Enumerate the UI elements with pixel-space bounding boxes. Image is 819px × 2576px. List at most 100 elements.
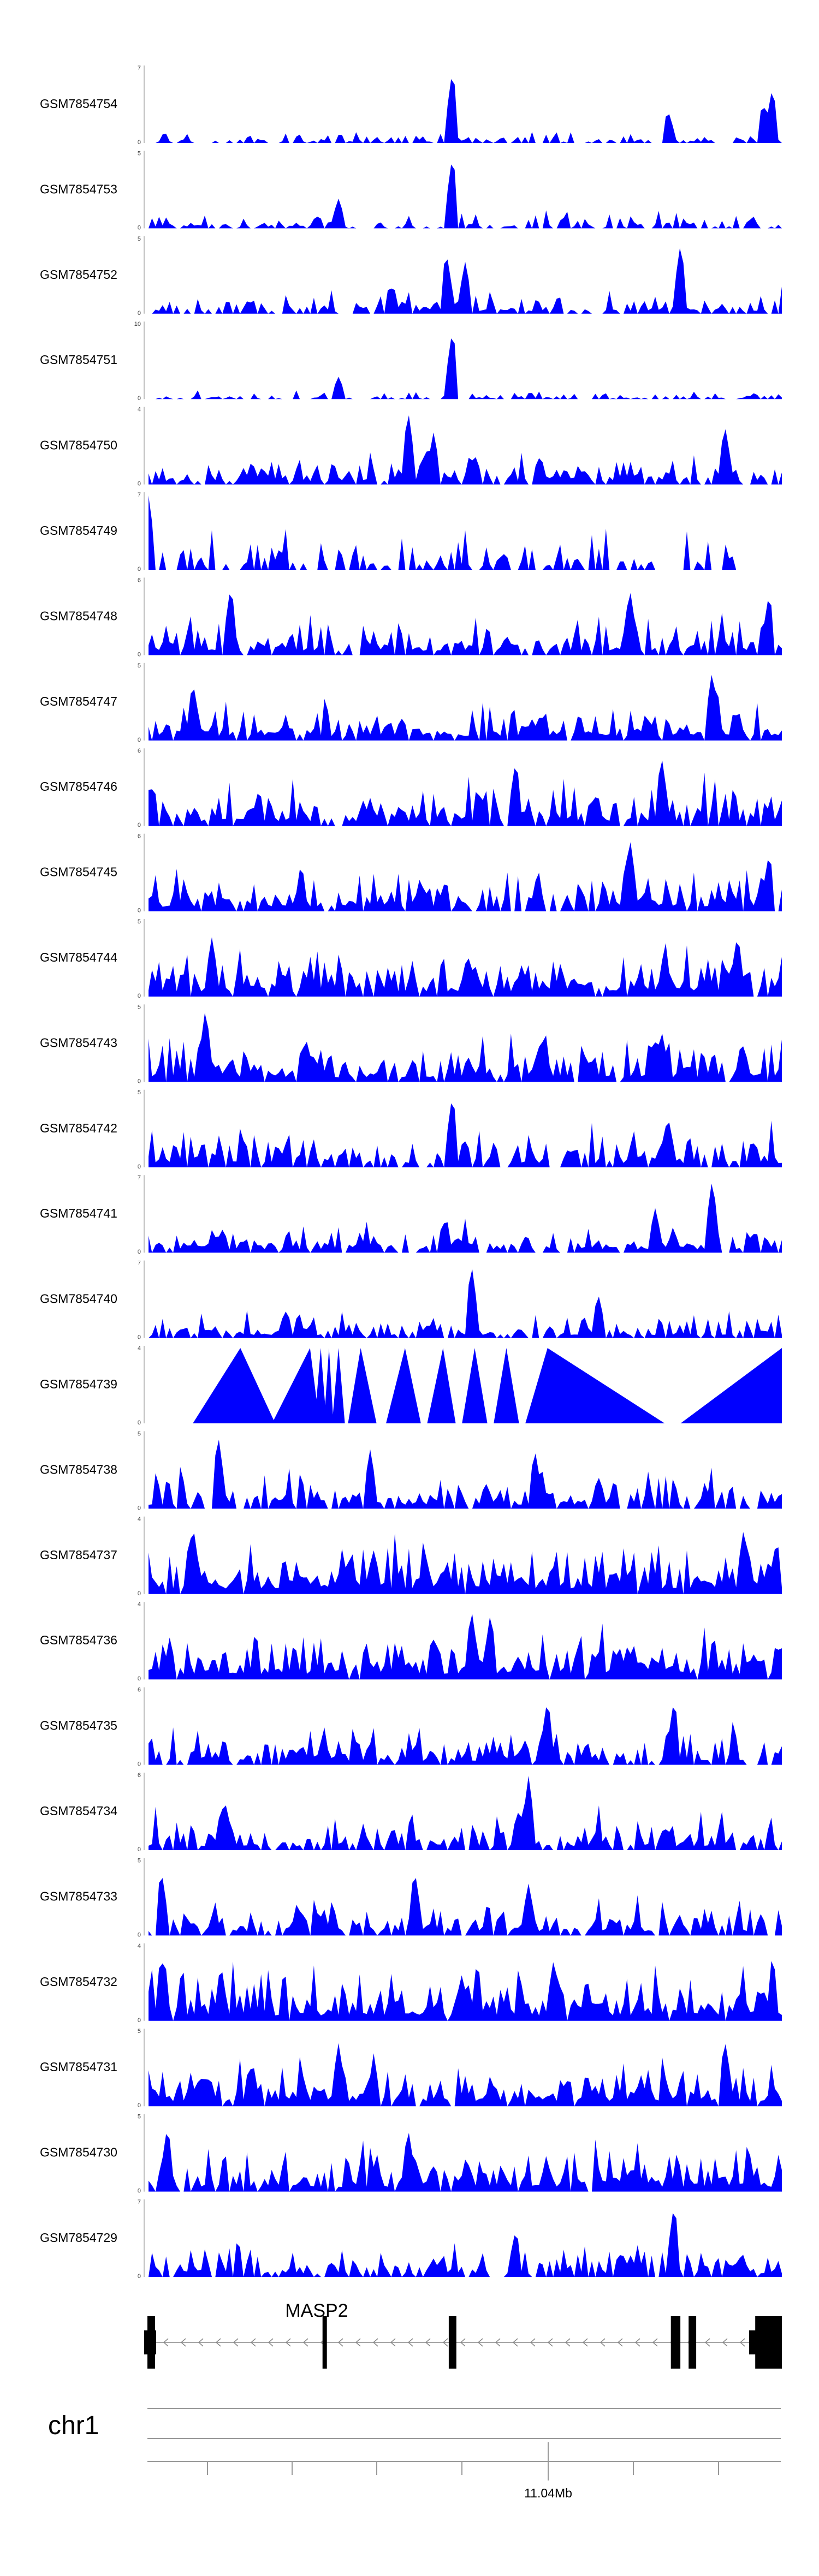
track-GSM7854734: GSM7854734 6 0 (40, 1772, 782, 1853)
strand-arrow (512, 2338, 518, 2347)
strand-arrow (704, 2338, 710, 2347)
track-label: GSM7854733 (40, 1889, 117, 1903)
strand-arrow (425, 2338, 431, 2347)
chromosome-label: chr1 (48, 2411, 99, 2440)
y-max-label: 6 (138, 577, 141, 583)
strand-arrow (530, 2338, 536, 2347)
track-label: GSM7854752 (40, 267, 117, 282)
strand-arrow (652, 2338, 658, 2347)
track-GSM7854744: GSM7854744 5 0 (40, 919, 782, 999)
track-label: GSM7854729 (40, 2231, 117, 2245)
exon (448, 2316, 456, 2369)
track-label: GSM7854751 (40, 353, 117, 367)
track-label: GSM7854732 (40, 1975, 117, 1989)
strand-arrow (565, 2338, 571, 2347)
axis-ticks (207, 2461, 719, 2475)
track-label: GSM7854736 (40, 1633, 117, 1647)
signal-area (149, 1183, 782, 1253)
signal-area (149, 415, 782, 485)
y-max-label: 6 (138, 1772, 141, 1779)
y-max-label: 10 (134, 321, 141, 327)
y-min-label: 0 (138, 2188, 141, 2195)
track-GSM7854740: GSM7854740 7 0 (40, 1260, 782, 1341)
strand-arrow (617, 2338, 623, 2347)
strand-arrow (460, 2338, 466, 2347)
strand-arrow (739, 2338, 745, 2347)
y-min-label: 0 (138, 651, 141, 658)
track-GSM7854742: GSM7854742 5 0 (40, 1089, 782, 1170)
signal-area (149, 2213, 782, 2277)
y-min-label: 0 (138, 822, 141, 828)
y-min-label: 0 (138, 1420, 141, 1426)
track-label: GSM7854740 (40, 1292, 117, 1306)
y-max-label: 5 (138, 1857, 141, 1864)
y-min-label: 0 (138, 737, 141, 743)
track-GSM7854732: GSM7854732 4 0 (40, 1943, 782, 2024)
gene-exons (144, 2316, 782, 2369)
track-GSM7854752: GSM7854752 5 0 (40, 236, 782, 317)
signal-area (149, 593, 782, 655)
signal-area (149, 1532, 782, 1594)
y-min-label: 0 (138, 1249, 141, 1255)
y-max-label: 7 (138, 1174, 141, 1181)
track-GSM7854750: GSM7854750 4 0 (40, 407, 782, 487)
strand-arrow (215, 2338, 221, 2347)
signal-area (149, 1012, 782, 1082)
track-GSM7854738: GSM7854738 5 0 (40, 1430, 782, 1511)
y-max-label: 7 (138, 492, 141, 498)
y-min-label: 0 (138, 395, 141, 402)
strand-arrow (355, 2338, 361, 2347)
y-min-label: 0 (138, 993, 141, 999)
y-max-label: 5 (138, 236, 141, 242)
y-min-label: 0 (138, 1675, 141, 1682)
track-label: GSM7854754 (40, 97, 117, 111)
track-label: GSM7854730 (40, 2145, 117, 2160)
strand-arrow (233, 2338, 239, 2347)
strand-arrows (163, 2338, 763, 2347)
signal-tracks: GSM785475470GSM785475350GSM785475250GSM7… (40, 65, 782, 2280)
genome-axis-track: chr1 11.04Mb (48, 2408, 781, 2500)
strand-arrow (198, 2338, 204, 2347)
exon (322, 2316, 327, 2369)
y-max-label: 5 (138, 1430, 141, 1437)
axis-tick-label: 11.04Mb (524, 2486, 572, 2500)
signal-area (149, 79, 782, 143)
y-min-label: 0 (138, 2102, 141, 2109)
track-label: GSM7854735 (40, 1719, 117, 1733)
track-label: GSM7854737 (40, 1548, 117, 1562)
y-max-label: 5 (138, 1089, 141, 1096)
y-max-label: 7 (138, 2199, 141, 2205)
track-GSM7854733: GSM7854733 5 0 (40, 1857, 782, 1938)
track-GSM7854751: GSM7854751 10 0 (40, 321, 782, 402)
strand-arrow (477, 2338, 483, 2347)
y-min-label: 0 (138, 1931, 141, 1938)
track-GSM7854747: GSM7854747 5 0 (40, 663, 782, 743)
strand-arrow (390, 2338, 396, 2347)
y-max-label: 5 (138, 2114, 141, 2120)
y-max-label: 6 (138, 748, 141, 754)
y-max-label: 5 (138, 919, 141, 925)
exon (670, 2316, 681, 2369)
y-max-label: 4 (138, 1601, 141, 1608)
signal-area (149, 164, 782, 229)
strand-arrow (302, 2338, 308, 2347)
y-min-label: 0 (138, 1846, 141, 1853)
track-GSM7854754: GSM7854754 7 0 (40, 65, 782, 146)
track-GSM7854737: GSM7854737 4 0 (40, 1516, 782, 1597)
track-GSM7854729: GSM7854729 7 0 (40, 2199, 782, 2280)
strand-arrow (547, 2338, 553, 2347)
strand-arrow (285, 2338, 291, 2347)
track-label: GSM7854753 (40, 182, 117, 196)
utr-block (144, 2330, 156, 2354)
signal-area (149, 1614, 782, 1680)
y-min-label: 0 (138, 908, 141, 914)
strand-arrow (582, 2338, 588, 2347)
signal-area (149, 1707, 782, 1765)
track-GSM7854745: GSM7854745 6 0 (40, 833, 782, 914)
y-max-label: 5 (138, 150, 141, 157)
strand-arrow (495, 2338, 501, 2347)
track-GSM7854741: GSM7854741 7 0 (40, 1174, 782, 1255)
y-min-label: 0 (138, 566, 141, 573)
signal-area (149, 1878, 782, 1936)
